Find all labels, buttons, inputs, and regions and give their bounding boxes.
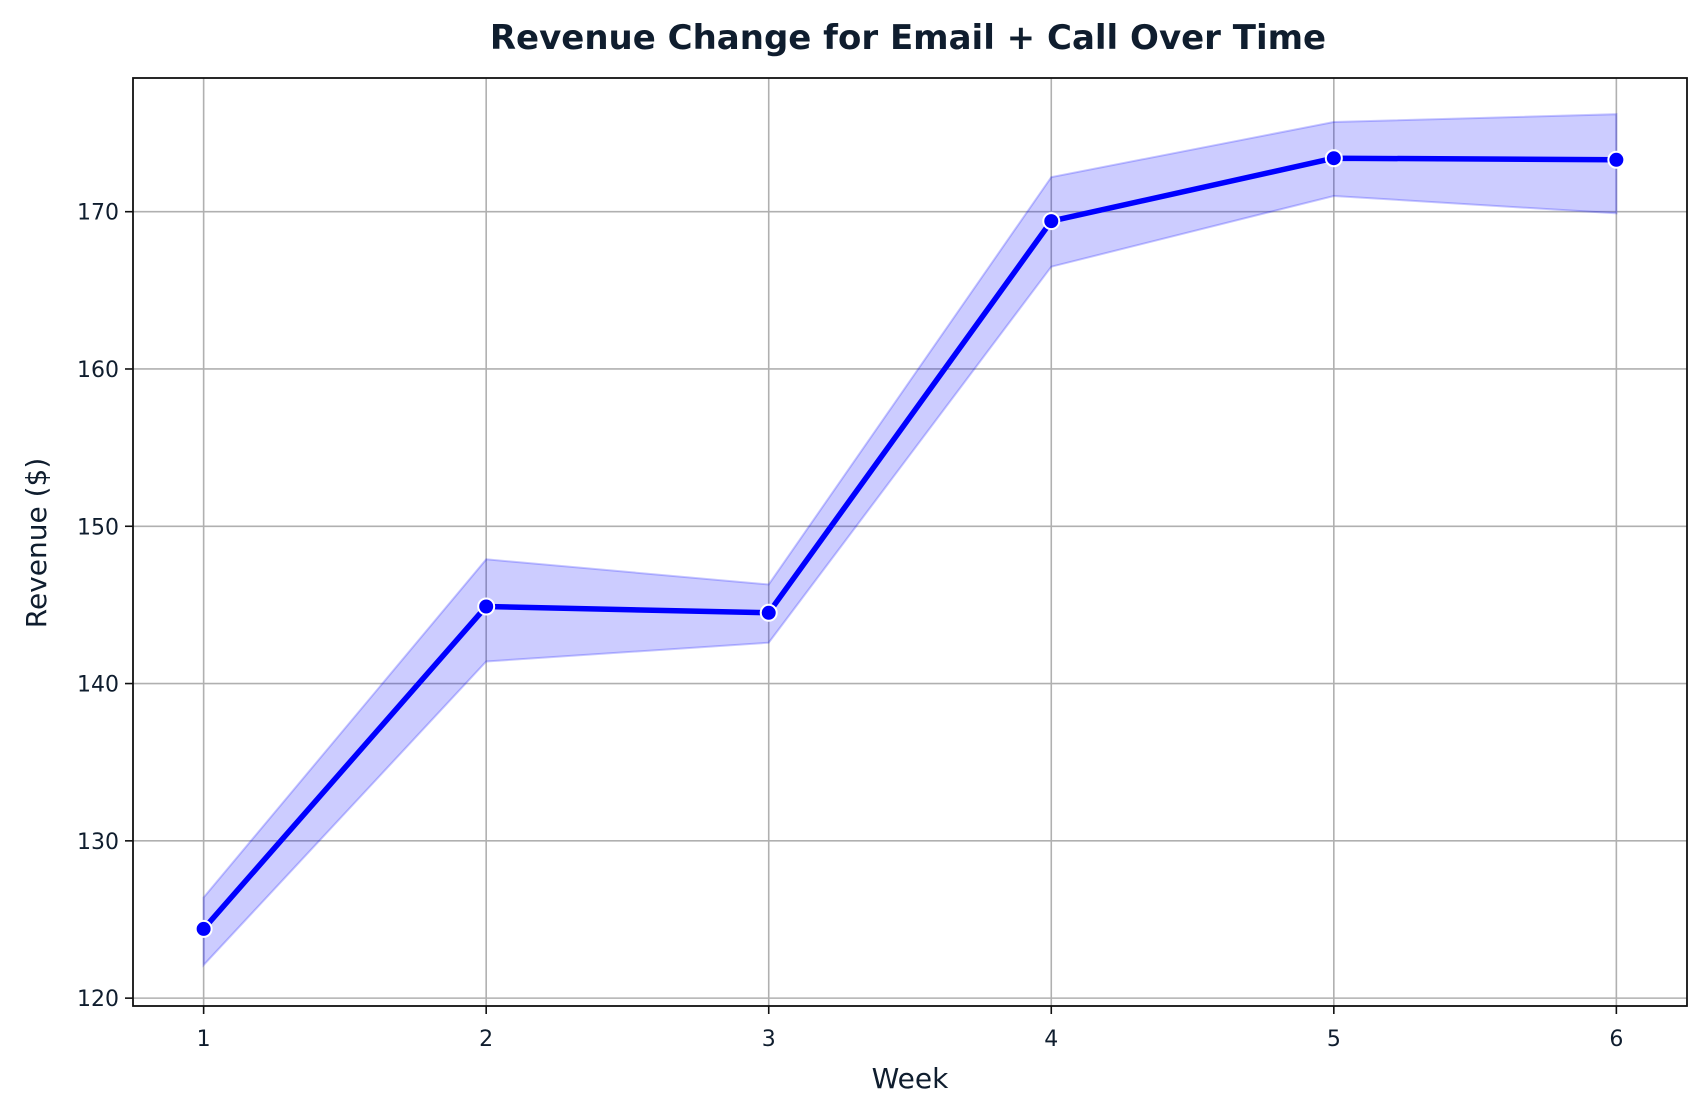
x-tick-label: 1 bbox=[197, 1027, 211, 1052]
data-point bbox=[1324, 149, 1343, 168]
y-tick-label: 140 bbox=[77, 673, 119, 698]
y-axis-ticks: 120 130 140 150 160 170 bbox=[77, 201, 133, 1012]
x-axis-ticks: 1 2 3 4 5 6 bbox=[197, 1006, 1623, 1052]
data-point bbox=[477, 597, 496, 616]
plot-area-frame bbox=[132, 77, 1688, 1007]
x-tick-label: 2 bbox=[479, 1027, 493, 1052]
x-axis-label: Week bbox=[872, 1062, 949, 1095]
y-tick-label: 130 bbox=[77, 830, 119, 855]
x-tick-label: 3 bbox=[762, 1027, 776, 1052]
data-markers bbox=[194, 149, 1626, 938]
x-tick-label: 6 bbox=[1609, 1027, 1623, 1052]
chart-title: Revenue Change for Email + Call Over Tim… bbox=[490, 18, 1326, 58]
x-tick-label: 4 bbox=[1044, 1027, 1058, 1052]
y-tick-label: 120 bbox=[77, 987, 119, 1012]
grid bbox=[133, 78, 1687, 1006]
y-tick-label: 160 bbox=[77, 358, 119, 383]
data-point bbox=[194, 919, 213, 938]
series-line bbox=[200, 155, 1620, 932]
y-tick-label: 150 bbox=[77, 515, 119, 540]
data-point bbox=[759, 603, 778, 622]
data-point bbox=[1607, 150, 1626, 169]
confidence-band-area bbox=[202, 113, 1618, 968]
confidence-band bbox=[202, 113, 1618, 968]
y-axis-label: Revenue ($) bbox=[20, 458, 53, 629]
data-point bbox=[1042, 212, 1061, 231]
x-tick-label: 5 bbox=[1327, 1027, 1341, 1052]
y-tick-label: 170 bbox=[77, 201, 119, 226]
revenue-line bbox=[200, 155, 1620, 932]
